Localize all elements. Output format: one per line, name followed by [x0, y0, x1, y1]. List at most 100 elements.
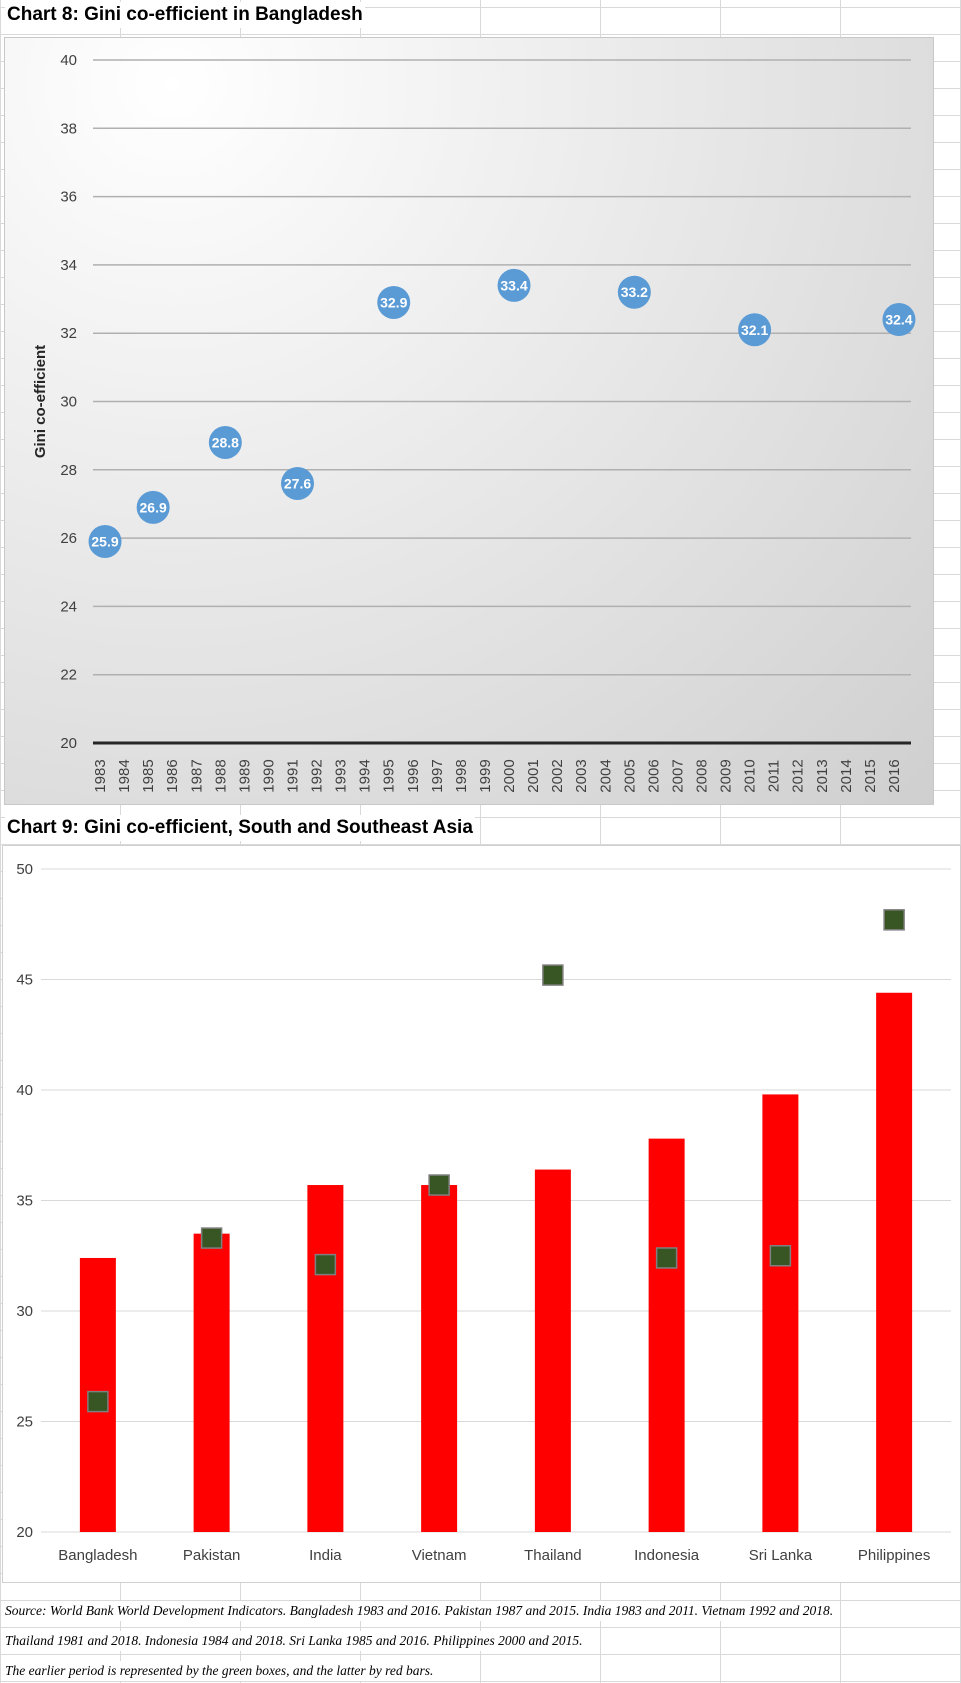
- y-tick-label: 50: [16, 861, 33, 878]
- x-tick-label: 2004: [597, 759, 614, 792]
- x-tick-label: 1991: [285, 759, 302, 792]
- legend-note: The earlier period is represented by the…: [5, 1661, 436, 1681]
- x-tick-label: 1983: [92, 759, 109, 792]
- data-point: [281, 466, 314, 500]
- x-tick-label: 2013: [814, 759, 831, 792]
- data-label: 25.9: [91, 534, 118, 550]
- data-point: [208, 425, 242, 459]
- data-point: [88, 525, 122, 559]
- x-tick-label: 2006: [645, 759, 662, 792]
- x-tick-label: 1984: [116, 759, 133, 792]
- bar: [876, 992, 913, 1532]
- x-tick-label: 1997: [429, 759, 446, 792]
- marker-box: [200, 1227, 223, 1249]
- x-tick-label: 1996: [405, 759, 422, 792]
- y-tick-label: 26: [60, 530, 77, 547]
- x-tick-label: Bangladesh: [58, 1547, 137, 1564]
- chart8-title: Chart 8: Gini co-efficient in Bangladesh: [5, 2, 365, 28]
- marker-box: [87, 1390, 109, 1413]
- x-tick-label: 1992: [309, 759, 326, 792]
- x-tick-label: 2009: [718, 759, 735, 792]
- x-tick-label: 2010: [742, 759, 759, 792]
- x-tick-label: 2000: [501, 759, 518, 792]
- x-tick-label: 1988: [212, 759, 229, 792]
- x-tick-label: 2001: [525, 759, 542, 792]
- source-note: Source: World Bank World Development Ind…: [5, 1601, 836, 1621]
- x-tick-label: 1999: [477, 759, 494, 792]
- x-tick-label: 1987: [188, 759, 205, 792]
- marker-box: [883, 909, 905, 931]
- x-tick-label: Sri Lanka: [749, 1547, 813, 1564]
- chart9-title: Chart 9: Gini co-efficient, South and So…: [5, 815, 475, 841]
- y-tick-label: 28: [60, 462, 77, 479]
- marker-box: [428, 1174, 450, 1196]
- source-note-continued: Thailand 1981 and 2018. Indonesia 1984 a…: [5, 1631, 585, 1651]
- x-tick-label: 1998: [453, 759, 470, 792]
- marker-box: [769, 1245, 792, 1267]
- data-point: [497, 268, 531, 302]
- y-tick-label: 34: [60, 257, 77, 274]
- x-tick-label: Indonesia: [634, 1547, 700, 1564]
- data-label: 32.9: [380, 294, 407, 310]
- data-label: 28.8: [212, 434, 239, 450]
- x-tick-label: 1985: [140, 759, 157, 792]
- x-tick-label: 1986: [164, 759, 181, 792]
- data-point: [738, 313, 772, 347]
- y-tick-label: 20: [60, 735, 77, 752]
- data-label: 32.4: [885, 312, 912, 328]
- data-label: 26.9: [140, 499, 167, 515]
- x-tick-label: 2011: [766, 760, 783, 792]
- x-tick-label: 2002: [549, 759, 566, 792]
- x-tick-label: 1994: [357, 759, 374, 792]
- y-axis-label: Gini co-efficient: [32, 345, 49, 458]
- x-tick-label: 2016: [886, 759, 903, 792]
- bar: [193, 1233, 230, 1532]
- x-tick-label: India: [309, 1547, 342, 1564]
- y-tick-label: 45: [16, 972, 33, 989]
- data-point: [882, 303, 916, 337]
- x-tick-label: Philippines: [858, 1547, 931, 1564]
- bar: [762, 1094, 799, 1532]
- chart9-plot: 20 25 30 35 40 45 50 Bangladesh Pakistan India Vie…: [16, 861, 951, 1564]
- data-label: 32.1: [741, 322, 768, 338]
- data-label: 27.6: [284, 475, 311, 491]
- marker-box: [542, 964, 564, 986]
- y-tick-label: 24: [60, 598, 77, 615]
- y-tick-label: 25: [16, 1414, 33, 1431]
- x-tick-label: 2003: [573, 759, 590, 792]
- x-tick-label: 2005: [621, 759, 638, 792]
- marker-box: [655, 1247, 678, 1269]
- y-tick-label: 38: [60, 120, 77, 137]
- chart8-plot: 20 22 24 26 28 30 32 34 36 38 40 1983 1984 1985 1986 19…: [32, 52, 916, 793]
- y-tick-label: 40: [16, 1082, 33, 1099]
- bar: [648, 1138, 685, 1532]
- y-tick-label: 20: [16, 1524, 33, 1541]
- x-tick-label: 1993: [333, 759, 350, 792]
- x-tick-label: 2015: [862, 759, 879, 792]
- y-tick-label: 35: [16, 1193, 33, 1210]
- x-tick-label: 2012: [790, 759, 807, 792]
- x-tick-label: Pakistan: [183, 1547, 241, 1564]
- y-tick-label: 36: [60, 189, 77, 206]
- x-tick-label: Thailand: [524, 1547, 582, 1564]
- chart8-panel[interactable]: 20 22 24 26 28 30 32 34 36 38 40 1983 1984 1985 1986 19…: [4, 37, 934, 805]
- data-point: [136, 490, 170, 524]
- data-label: 33.2: [621, 284, 648, 300]
- y-tick-label: 30: [60, 394, 77, 411]
- bar: [421, 1185, 458, 1532]
- x-tick-label: 2014: [838, 759, 855, 792]
- y-tick-label: 40: [60, 52, 77, 69]
- x-tick-label: 2007: [669, 759, 686, 792]
- x-tick-label: 1990: [260, 759, 277, 792]
- chart9-panel[interactable]: 20 25 30 35 40 45 50 Bangladesh Pakistan India Vie…: [2, 845, 961, 1583]
- x-tick-label: 1995: [381, 759, 398, 792]
- x-tick-label: 2008: [694, 759, 711, 792]
- bar: [534, 1169, 571, 1532]
- y-tick-label: 32: [60, 325, 77, 342]
- data-point: [377, 285, 411, 319]
- y-tick-label: 30: [16, 1303, 33, 1320]
- bar: [307, 1185, 344, 1532]
- x-tick-label: Vietnam: [412, 1547, 467, 1564]
- marker-box: [314, 1253, 337, 1276]
- data-label: 33.4: [500, 277, 527, 293]
